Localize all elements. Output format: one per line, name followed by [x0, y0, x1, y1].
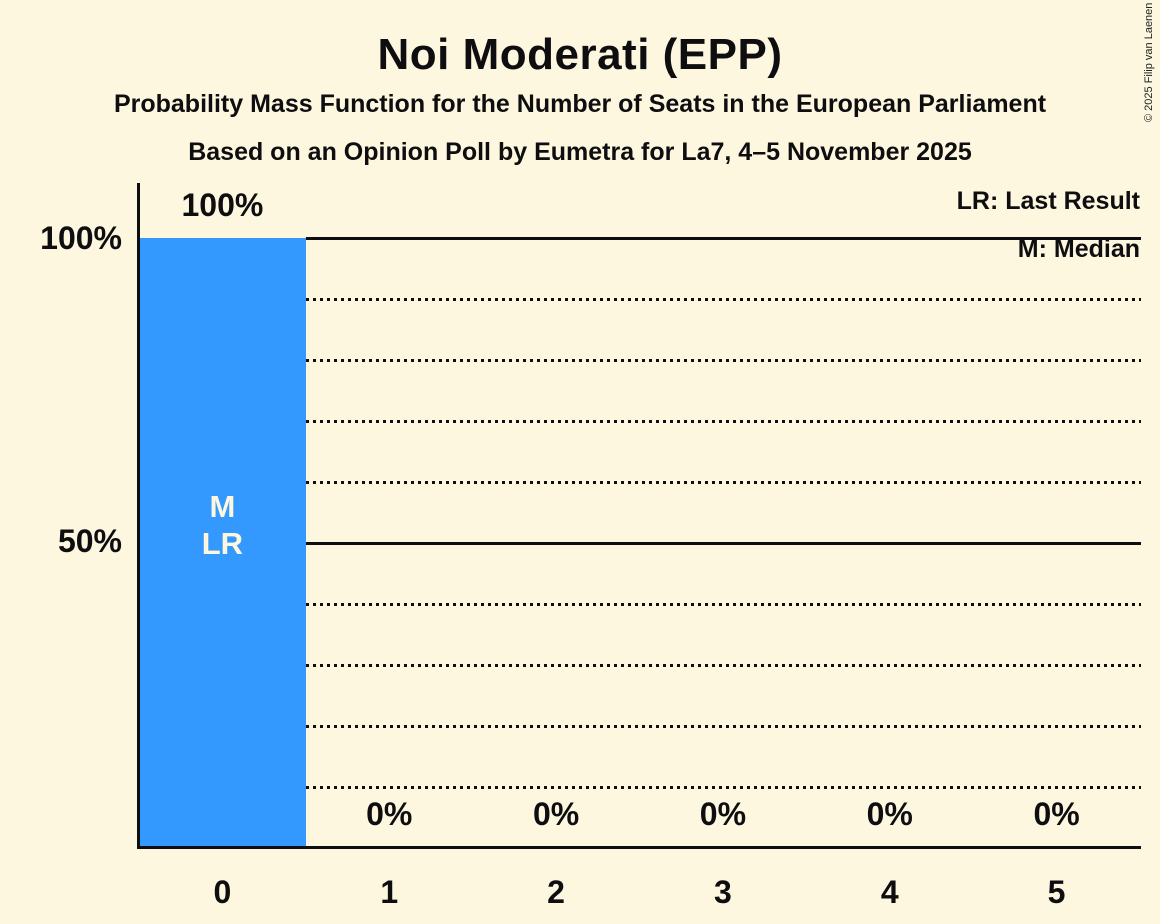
- gridline-dotted-70pct: [305, 419, 1141, 423]
- gridline-dotted-80pct: [305, 358, 1141, 362]
- x-tick-label-3: 3: [714, 874, 732, 910]
- y-tick-label-100: 100%: [40, 220, 122, 256]
- gridline-dotted-40pct: [305, 602, 1141, 606]
- last-result-marker-label: LR: [201, 526, 244, 561]
- gridline-dotted-20pct: [305, 724, 1141, 728]
- copyright-notice: © 2025 Filip van Laenen: [1143, 2, 1155, 122]
- gridline-solid-50pct: [305, 541, 1141, 545]
- value-label-seat-3: 0%: [699, 796, 747, 832]
- gridline-dotted-90pct: [305, 297, 1141, 301]
- median-marker-label: M: [209, 489, 236, 524]
- x-tick-label-0: 0: [213, 874, 232, 910]
- value-label-seat-0: 100%: [181, 187, 264, 223]
- y-axis-line: [137, 183, 140, 849]
- chart-subtitle: Probability Mass Function for the Number…: [113, 90, 1047, 118]
- x-tick-label-1: 1: [380, 874, 399, 910]
- gridline-dotted-60pct: [305, 480, 1141, 484]
- gridline-dotted-10pct: [305, 785, 1141, 789]
- value-label-seat-2: 0%: [532, 796, 580, 832]
- x-tick-label-4: 4: [880, 874, 899, 910]
- x-tick-label-2: 2: [547, 874, 565, 910]
- x-tick-label-5: 5: [1047, 874, 1066, 910]
- gridline-solid-100pct: [305, 236, 1141, 240]
- y-tick-label-50: 50%: [57, 523, 122, 559]
- x-axis-line: [137, 846, 1141, 849]
- page-title: Noi Moderati (EPP): [377, 30, 783, 79]
- value-label-seat-5: 0%: [1033, 796, 1080, 832]
- chart-source-line: Based on an Opinion Poll by Eumetra for …: [188, 138, 972, 166]
- legend-last-result: LR: Last Result: [956, 187, 1140, 215]
- median-last-result-annotation: M LR: [139, 488, 306, 562]
- legend-median: M: Median: [1017, 235, 1140, 263]
- gridline-dotted-30pct: [305, 663, 1141, 667]
- value-label-seat-1: 0%: [366, 796, 413, 832]
- bar-seat-0: [140, 238, 306, 848]
- value-label-seat-4: 0%: [866, 796, 913, 832]
